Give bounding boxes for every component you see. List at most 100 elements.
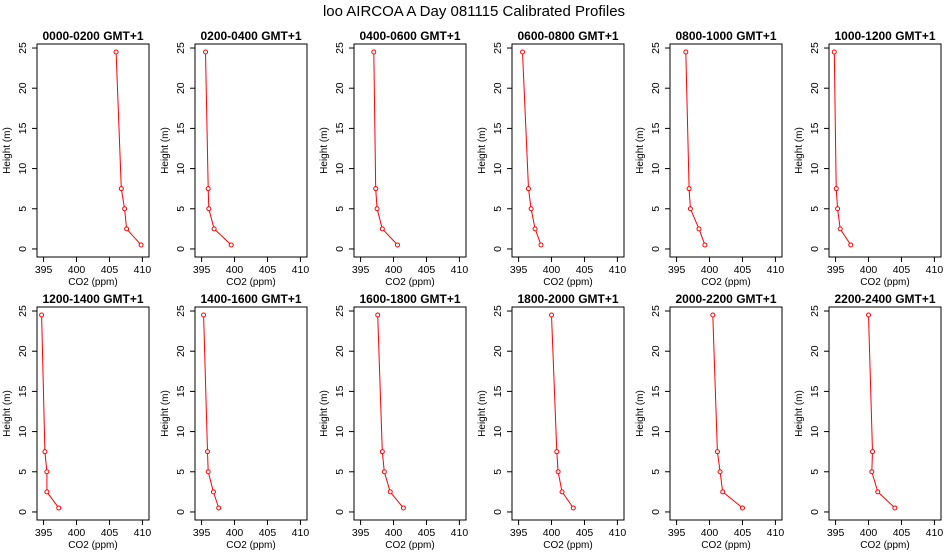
panel-9-title: 1600-1800 GMT+1	[359, 292, 460, 306]
panel-7-ytick-label: 15	[17, 385, 29, 397]
panel-8-ytick-label: 10	[175, 426, 187, 438]
panel-10-point	[555, 469, 561, 475]
panel-12-xtick-label: 410	[926, 527, 944, 539]
panel-6-xtick-label: 410	[926, 264, 944, 276]
chart-main-title: loo AIRCOA A Day 081115 Calibrated Profi…	[323, 3, 625, 20]
panel-2-point	[205, 186, 211, 192]
panel-10-xlabel: CO2 (ppm)	[543, 540, 592, 550]
panel-6-ytick-label: 15	[809, 122, 821, 134]
panel-8-xtick-label: 400	[226, 527, 244, 539]
panel-1-ytick-label: 5	[17, 206, 29, 212]
panel-11-ytick-label: 25	[650, 305, 662, 317]
panel-11-ytick-label: 20	[650, 345, 662, 357]
panel-7-profile-line	[41, 314, 60, 509]
panel-12-ytick-label: 15	[809, 385, 821, 397]
panel-2-ytick-label: 25	[175, 42, 187, 54]
panel-12-point	[869, 469, 875, 475]
panel-3-point	[371, 49, 377, 55]
panel-6-ytick-label: 20	[809, 82, 821, 94]
panel-1-xtick-label: 395	[35, 264, 53, 276]
panel-5-point	[683, 49, 689, 55]
panel-6-ylabel: Height (m)	[794, 127, 805, 174]
panel-7-ytick-label: 10	[17, 426, 29, 438]
panel-12-profile-line	[868, 314, 896, 509]
panel-4-xtick-label: 395	[510, 264, 528, 276]
panel-8-frame	[194, 306, 308, 521]
panel-9-ytick-label: 15	[334, 385, 346, 397]
panel-5-ytick-label: 0	[650, 246, 662, 252]
panel-5-ytick-label: 5	[650, 206, 662, 212]
panel-7-point	[56, 505, 62, 511]
panel-4-ylabel: Height (m)	[477, 127, 488, 174]
panel-5-xtick-label: 395	[668, 264, 686, 276]
panel-4-point	[525, 186, 531, 192]
panel-3-ytick-label: 25	[334, 42, 346, 54]
panel-6-point	[837, 226, 843, 232]
panel-1-frame	[36, 43, 150, 258]
panel-7-point	[42, 449, 48, 455]
panel-8-xtick-label: 405	[259, 527, 277, 539]
panel-2-frame	[194, 43, 308, 258]
panel-2-ytick-label: 15	[175, 122, 187, 134]
panel-11-xlabel: CO2 (ppm)	[701, 540, 750, 550]
panel-1-ytick-label: 10	[17, 163, 29, 175]
panel-8-ytick-label: 0	[175, 509, 187, 515]
panel-12-ytick-label: 5	[809, 469, 821, 475]
panel-4-xtick-label: 410	[609, 264, 627, 276]
panel-12-frame	[828, 306, 942, 521]
panel-12-ytick-label: 20	[809, 345, 821, 357]
panel-11-frame	[669, 306, 783, 521]
panel-5-point	[687, 206, 693, 212]
panel-11-point	[720, 489, 726, 495]
panel-3-xtick-label: 405	[418, 264, 436, 276]
panel-1-xtick-label: 400	[68, 264, 86, 276]
panel-3-point	[373, 186, 379, 192]
panel-10-point	[554, 449, 560, 455]
panel-1-ylabel: Height (m)	[2, 127, 13, 174]
panel-9-point	[400, 505, 406, 511]
panel-1-xlabel: CO2 (ppm)	[68, 277, 117, 288]
panel-2-point	[228, 242, 234, 248]
panel-9-ytick-label: 0	[334, 509, 346, 515]
panel-7-point	[39, 312, 45, 318]
panel-10-xtick-label: 405	[576, 527, 594, 539]
panel-8-ytick-label: 20	[175, 345, 187, 357]
panel-4-point	[532, 226, 538, 232]
panel-11-xtick-label: 400	[701, 527, 719, 539]
panel-1-point	[124, 226, 130, 232]
panel-3-profile-line	[373, 51, 398, 246]
panel-2-ylabel: Height (m)	[160, 127, 171, 174]
panel-9-xtick-label: 410	[451, 527, 469, 539]
panel-9-point	[381, 469, 387, 475]
panel-1-profile-line	[115, 51, 142, 246]
panel-7-point	[44, 469, 50, 475]
panel-7-ytick-label: 20	[17, 345, 29, 357]
panel-10-point	[570, 505, 576, 511]
panel-8-point	[210, 489, 216, 495]
panel-10-ytick-label: 20	[492, 345, 504, 357]
panel-3-title: 0400-0600 GMT+1	[359, 29, 460, 43]
panel-9-ylabel: Height (m)	[319, 390, 330, 437]
panel-3-xtick-label: 400	[385, 264, 403, 276]
panel-10-xtick-label: 395	[510, 527, 528, 539]
panel-11-xtick-label: 410	[767, 527, 785, 539]
panel-11-ylabel: Height (m)	[635, 390, 646, 437]
panel-10-ytick-label: 0	[492, 509, 504, 515]
panel-8-xtick-label: 395	[193, 527, 211, 539]
panel-5-point	[696, 226, 702, 232]
panel-10-frame	[511, 306, 625, 521]
panel-2-xtick-label: 395	[193, 264, 211, 276]
panel-8-xlabel: CO2 (ppm)	[226, 540, 275, 550]
panel-11-title: 2000-2200 GMT+1	[675, 292, 776, 306]
panel-2-ytick-label: 0	[175, 246, 187, 252]
panel-9-point	[379, 449, 385, 455]
panel-5-profile-line	[685, 51, 706, 246]
panel-2-xtick-label: 410	[292, 264, 310, 276]
panel-6-ytick-label: 25	[809, 42, 821, 54]
panel-6-point	[835, 206, 841, 212]
panel-7-ytick-label: 0	[17, 509, 29, 515]
panel-2-ytick-label: 10	[175, 163, 187, 175]
panel-10-profile-line	[551, 314, 574, 509]
panel-8-ylabel: Height (m)	[160, 390, 171, 437]
panel-7-ytick-label: 5	[17, 469, 29, 475]
